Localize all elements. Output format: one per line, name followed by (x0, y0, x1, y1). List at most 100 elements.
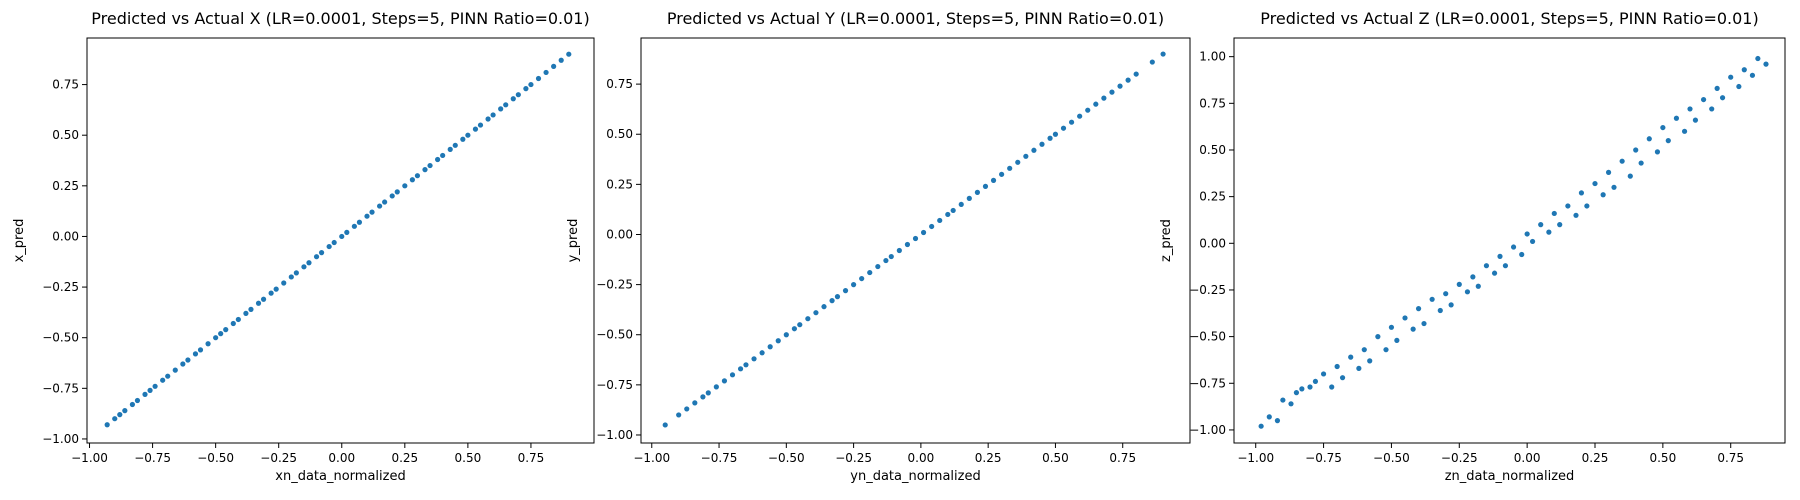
x-tick-label: −0.50 (768, 451, 805, 465)
chart-title: Predicted vs Actual X (LR=0.0001, Steps=… (91, 9, 589, 28)
y-axis-label: y_pred (566, 219, 581, 263)
data-point (937, 217, 943, 224)
data-point (1491, 270, 1498, 276)
data-point (1592, 180, 1598, 187)
data-point (1681, 128, 1688, 134)
data-point (1060, 125, 1067, 131)
data-point (851, 282, 857, 288)
y-tick-label: −0.75 (1189, 376, 1226, 390)
data-point (1149, 59, 1155, 65)
y-tick-label: 0.25 (1199, 190, 1226, 204)
data-point (1741, 67, 1747, 73)
data-point (503, 102, 509, 108)
data-point (460, 136, 466, 142)
x-axis-label: zn_data_normalized (1445, 469, 1575, 484)
data-point (535, 75, 542, 82)
data-point (797, 322, 803, 328)
data-point (1125, 77, 1131, 83)
data-point (414, 173, 421, 179)
data-point (883, 257, 889, 264)
data-point (705, 390, 711, 396)
x-tick-label: 0.50 (1042, 451, 1069, 465)
x-tick-label: 0.25 (391, 451, 418, 465)
data-point (1117, 83, 1123, 89)
data-point (1288, 401, 1294, 407)
data-point (1437, 307, 1443, 314)
data-point (1714, 85, 1720, 91)
data-point (356, 219, 363, 225)
data-point (134, 397, 141, 404)
y-tick-label: −0.75 (42, 381, 79, 395)
data-point (205, 341, 211, 347)
data-point (721, 378, 728, 384)
axes-frame (640, 37, 1191, 444)
y-tick-label: −0.50 (42, 331, 79, 345)
data-point (1673, 115, 1680, 121)
data-point (1299, 386, 1305, 392)
data-point (1510, 244, 1517, 250)
data-point (1312, 378, 1319, 385)
y-tick-label: 0.75 (606, 77, 633, 91)
data-point (1410, 326, 1416, 332)
data-point (829, 298, 835, 304)
y-tick-label: −0.25 (1189, 283, 1226, 297)
data-point (1546, 229, 1552, 235)
data-point (1755, 55, 1761, 62)
data-point (543, 69, 549, 76)
scatter-points (1258, 55, 1769, 429)
data-point (1448, 302, 1454, 308)
data-point (1660, 124, 1666, 131)
data-point (339, 233, 345, 240)
data-point (235, 316, 241, 323)
data-point (759, 350, 765, 356)
data-point (440, 152, 446, 159)
data-point (867, 269, 873, 276)
y-axis-label: z_pred (1159, 219, 1174, 262)
data-point (974, 189, 981, 195)
data-point (218, 331, 224, 337)
data-point (197, 347, 204, 353)
data-point (1475, 283, 1481, 289)
data-point (122, 408, 128, 414)
x-axis-label: yn_data_normalized (850, 469, 980, 484)
data-point (1109, 89, 1115, 95)
data-point (966, 195, 972, 201)
data-point (875, 263, 881, 270)
data-point (1700, 96, 1707, 103)
data-point (409, 177, 415, 183)
data-point (185, 357, 191, 363)
data-point (888, 253, 894, 260)
data-point (1736, 83, 1742, 90)
data-point (813, 310, 819, 316)
data-point (920, 229, 927, 236)
data-point (713, 384, 719, 390)
x-tick-label: 0.25 (1582, 451, 1609, 465)
chart-title: Predicted vs Actual Y (LR=0.0001, Steps=… (667, 9, 1164, 28)
data-point (1383, 347, 1389, 353)
data-point (1578, 190, 1585, 196)
data-point (180, 361, 186, 367)
data-point (896, 247, 902, 254)
y-tick-label: −0.50 (1189, 330, 1226, 344)
y-tick-label: −0.50 (596, 328, 633, 342)
data-point (1093, 101, 1099, 107)
y-tick-label: −1.00 (42, 432, 79, 446)
data-point (477, 122, 484, 128)
x-tick-label: −0.50 (1373, 451, 1410, 465)
data-point (1529, 238, 1536, 245)
data-point (152, 383, 158, 389)
data-point (842, 288, 849, 294)
data-point (394, 189, 400, 195)
data-point (1015, 159, 1021, 165)
data-point (1402, 315, 1408, 321)
data-point (331, 239, 337, 246)
data-point (1456, 281, 1462, 287)
data-point (1429, 296, 1435, 302)
data-point (1367, 358, 1373, 364)
y-tick-label: 0.75 (1199, 96, 1226, 110)
data-point (260, 296, 267, 302)
data-point (791, 326, 798, 332)
y-tick-label: 0.00 (52, 229, 79, 243)
data-point (662, 422, 668, 428)
